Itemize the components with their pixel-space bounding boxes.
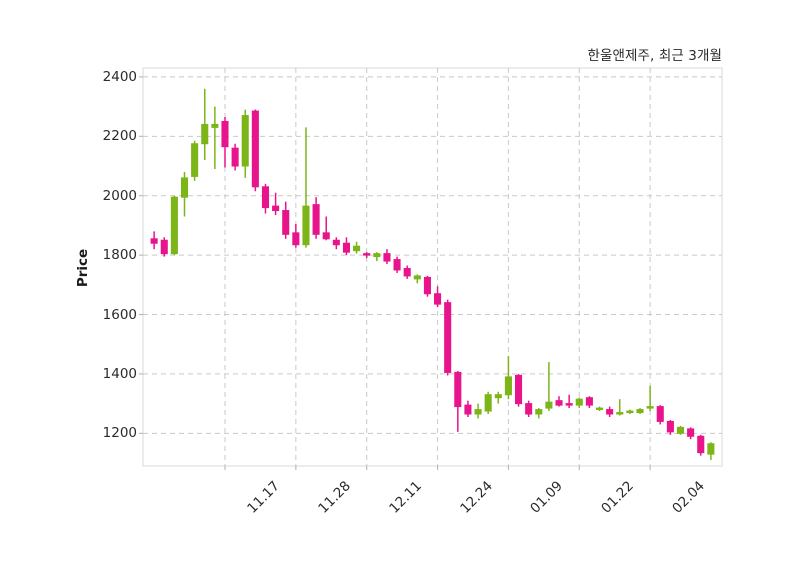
y-axis-tick-labels: 1200 1400 1600 1800 2000 2200 2400 [95,0,137,575]
candle-series [150,88,715,461]
y-tick-label: 2000 [102,187,137,204]
chart-title: 한울앤제주, 최근 3개월 [587,48,722,64]
y-tick-label: 1200 [102,425,137,442]
y-tick-label: 1800 [102,247,137,264]
plot-frame [142,67,723,467]
y-tick-label: 2400 [102,68,137,85]
y-tick-label: 1400 [102,365,137,382]
y-tick-label: 1600 [102,306,137,323]
grid-lines [143,68,722,466]
y-tick-label: 2200 [102,128,137,145]
axis-tick-marks [139,76,651,470]
